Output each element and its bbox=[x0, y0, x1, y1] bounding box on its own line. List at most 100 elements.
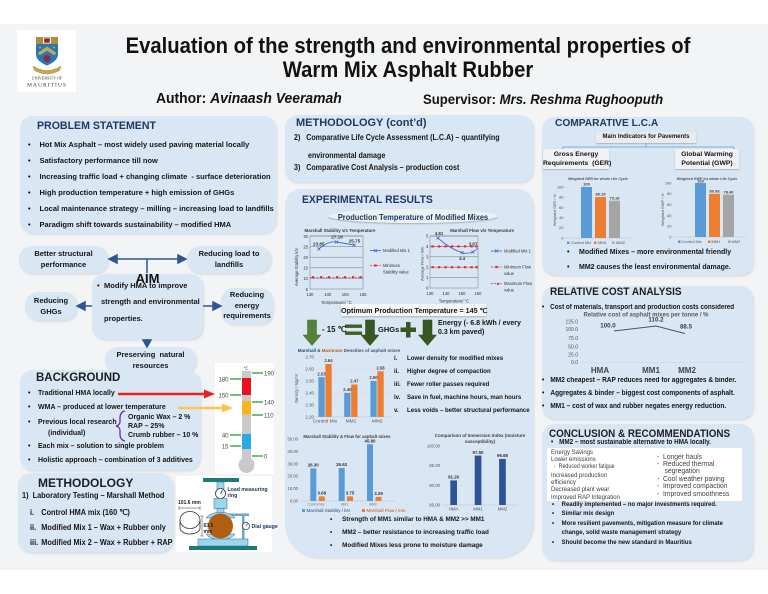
svg-text:50.0: 50.0 bbox=[568, 344, 578, 350]
svg-text:100.00: 100.00 bbox=[427, 443, 441, 448]
svg-text:100: 100 bbox=[665, 180, 672, 185]
svg-text:MM1: MM1 bbox=[712, 239, 722, 244]
svg-text:2.58: 2.58 bbox=[376, 366, 385, 371]
svg-text:160: 160 bbox=[360, 292, 368, 297]
svg-text:Weighted GWP / %: Weighted GWP / % bbox=[661, 193, 665, 226]
svg-text:2.64: 2.64 bbox=[324, 358, 333, 363]
svg-text:80.08: 80.08 bbox=[709, 188, 720, 193]
svg-text:110: 110 bbox=[264, 414, 274, 420]
svg-text:30.00: 30.00 bbox=[288, 461, 299, 466]
svg-text:3.4: 3.4 bbox=[459, 256, 466, 261]
svg-text:63.5: 63.5 bbox=[204, 523, 214, 529]
svg-text:Temperature/ °C: Temperature/ °C bbox=[321, 300, 352, 305]
svg-text:Control Mix: Control Mix bbox=[682, 239, 702, 244]
svg-text:Stability value: Stability value bbox=[383, 269, 410, 274]
svg-text:2.70: 2.70 bbox=[305, 354, 314, 359]
svg-text:MM1: MM1 bbox=[642, 366, 660, 375]
svg-text:23.85: 23.85 bbox=[313, 242, 325, 247]
svg-text:Marshall Stability / kN: Marshall Stability / kN bbox=[307, 508, 350, 513]
svg-text:40.00: 40.00 bbox=[288, 449, 299, 454]
svg-text:℃: ℃ bbox=[243, 366, 249, 371]
svg-text:15: 15 bbox=[222, 445, 229, 451]
svg-text:4: 4 bbox=[426, 244, 429, 249]
svg-text:20: 20 bbox=[303, 255, 308, 260]
svg-text:Control Mix: Control Mix bbox=[571, 240, 591, 245]
svg-text:Dial gauge: Dial gauge bbox=[252, 524, 278, 530]
svg-text:2.40: 2.40 bbox=[305, 390, 314, 395]
svg-text:HMA: HMA bbox=[449, 507, 459, 512]
svg-text:Density / Mg/m³: Density / Mg/m³ bbox=[294, 373, 299, 403]
svg-text:MM1: MM1 bbox=[341, 503, 349, 507]
svg-text:20.00: 20.00 bbox=[288, 474, 299, 479]
svg-text:UNIVERSITY OF: UNIVERSITY OF bbox=[32, 76, 63, 81]
svg-text:26.63: 26.63 bbox=[336, 462, 348, 467]
svg-text:100.0: 100.0 bbox=[565, 327, 578, 333]
svg-text:100: 100 bbox=[557, 184, 564, 189]
svg-text:ring: ring bbox=[228, 493, 238, 499]
svg-text:2.50: 2.50 bbox=[305, 378, 314, 383]
svg-text:25.0: 25.0 bbox=[568, 352, 578, 358]
svg-text:MM1: MM1 bbox=[598, 240, 608, 245]
svg-text:75.0: 75.0 bbox=[568, 336, 578, 342]
svg-text:3: 3 bbox=[426, 254, 429, 259]
svg-text:0: 0 bbox=[264, 455, 268, 461]
svg-text:3.67: 3.67 bbox=[469, 242, 478, 247]
svg-text:Comparison of Immersion Index: Comparison of Immersion Index (moisture bbox=[435, 433, 526, 438]
svg-text:Load measuring: Load measuring bbox=[228, 487, 268, 493]
svg-text:110.2: 110.2 bbox=[648, 317, 664, 324]
svg-text:Marshall Flow / mm: Marshall Flow / mm bbox=[367, 508, 406, 513]
svg-text:25.75: 25.75 bbox=[349, 239, 361, 244]
svg-text:Modified Mix 1: Modified Mix 1 bbox=[504, 249, 532, 254]
svg-text:Control Mix: Control Mix bbox=[307, 503, 324, 507]
svg-text:150: 150 bbox=[218, 394, 229, 400]
svg-text:MM1: MM1 bbox=[346, 419, 357, 425]
svg-text:40: 40 bbox=[222, 434, 229, 440]
svg-text:mm: mm bbox=[204, 529, 213, 535]
svg-text:Minimum: Minimum bbox=[383, 263, 400, 268]
svg-text:2.53: 2.53 bbox=[317, 371, 326, 376]
svg-text:15: 15 bbox=[303, 266, 308, 271]
svg-text:60: 60 bbox=[667, 202, 672, 207]
svg-text:Weighted GER for whole Life Cy: Weighted GER for whole Life Cycle bbox=[568, 177, 628, 181]
svg-text:130: 130 bbox=[307, 292, 315, 297]
svg-text:value: value bbox=[504, 271, 515, 276]
svg-text:susceptibility): susceptibility) bbox=[465, 439, 496, 444]
svg-text:Relative cost of asphalt mixes: Relative cost of asphalt mixes per tonne… bbox=[583, 313, 709, 319]
svg-text:91.20: 91.20 bbox=[448, 475, 460, 480]
svg-text:50.00: 50.00 bbox=[288, 437, 299, 442]
svg-text:88.5: 88.5 bbox=[680, 324, 693, 331]
svg-text:0: 0 bbox=[561, 235, 564, 240]
svg-text:40: 40 bbox=[559, 215, 564, 220]
svg-text:2.40: 2.40 bbox=[343, 387, 352, 392]
svg-text:3.29: 3.29 bbox=[374, 491, 383, 496]
svg-text:3.75: 3.75 bbox=[346, 491, 355, 496]
svg-text:Modified Mix 1: Modified Mix 1 bbox=[383, 248, 411, 253]
svg-text:Marshall & Maximum Densities o: Marshall & Maximum Densities of asphalt … bbox=[298, 348, 401, 353]
svg-text:180: 180 bbox=[218, 378, 229, 384]
svg-text:0: 0 bbox=[426, 286, 429, 291]
svg-text:3.68: 3.68 bbox=[318, 491, 327, 496]
svg-text:0: 0 bbox=[669, 234, 672, 239]
svg-text:2.60: 2.60 bbox=[305, 366, 314, 371]
svg-text:60: 60 bbox=[559, 205, 564, 210]
svg-text:80: 80 bbox=[559, 195, 564, 200]
svg-text:140: 140 bbox=[324, 292, 332, 297]
svg-text:45.80: 45.80 bbox=[365, 438, 377, 443]
svg-text:2.50: 2.50 bbox=[369, 375, 378, 380]
svg-text:MM2: MM2 bbox=[498, 507, 508, 512]
svg-text:85.00: 85.00 bbox=[429, 503, 440, 508]
svg-text:5: 5 bbox=[306, 287, 309, 292]
svg-text:Weighted GER / %: Weighted GER / % bbox=[553, 194, 557, 226]
svg-text:20: 20 bbox=[559, 225, 564, 230]
svg-text:27.16: 27.16 bbox=[331, 235, 343, 240]
svg-text:Marshall Stability & Flow for: Marshall Stability & Flow for asphalt mi… bbox=[303, 434, 391, 439]
svg-text:10: 10 bbox=[303, 276, 308, 281]
svg-text:25: 25 bbox=[303, 244, 308, 249]
svg-text:MM2: MM2 bbox=[616, 240, 626, 245]
svg-text:78.40: 78.40 bbox=[723, 189, 734, 194]
svg-text:97.50: 97.50 bbox=[473, 450, 485, 455]
svg-text:5: 5 bbox=[426, 234, 429, 239]
svg-text:MM1: MM1 bbox=[473, 507, 483, 512]
svg-text:10.00: 10.00 bbox=[288, 486, 299, 491]
svg-text:Minimum Flow: Minimum Flow bbox=[504, 265, 532, 270]
